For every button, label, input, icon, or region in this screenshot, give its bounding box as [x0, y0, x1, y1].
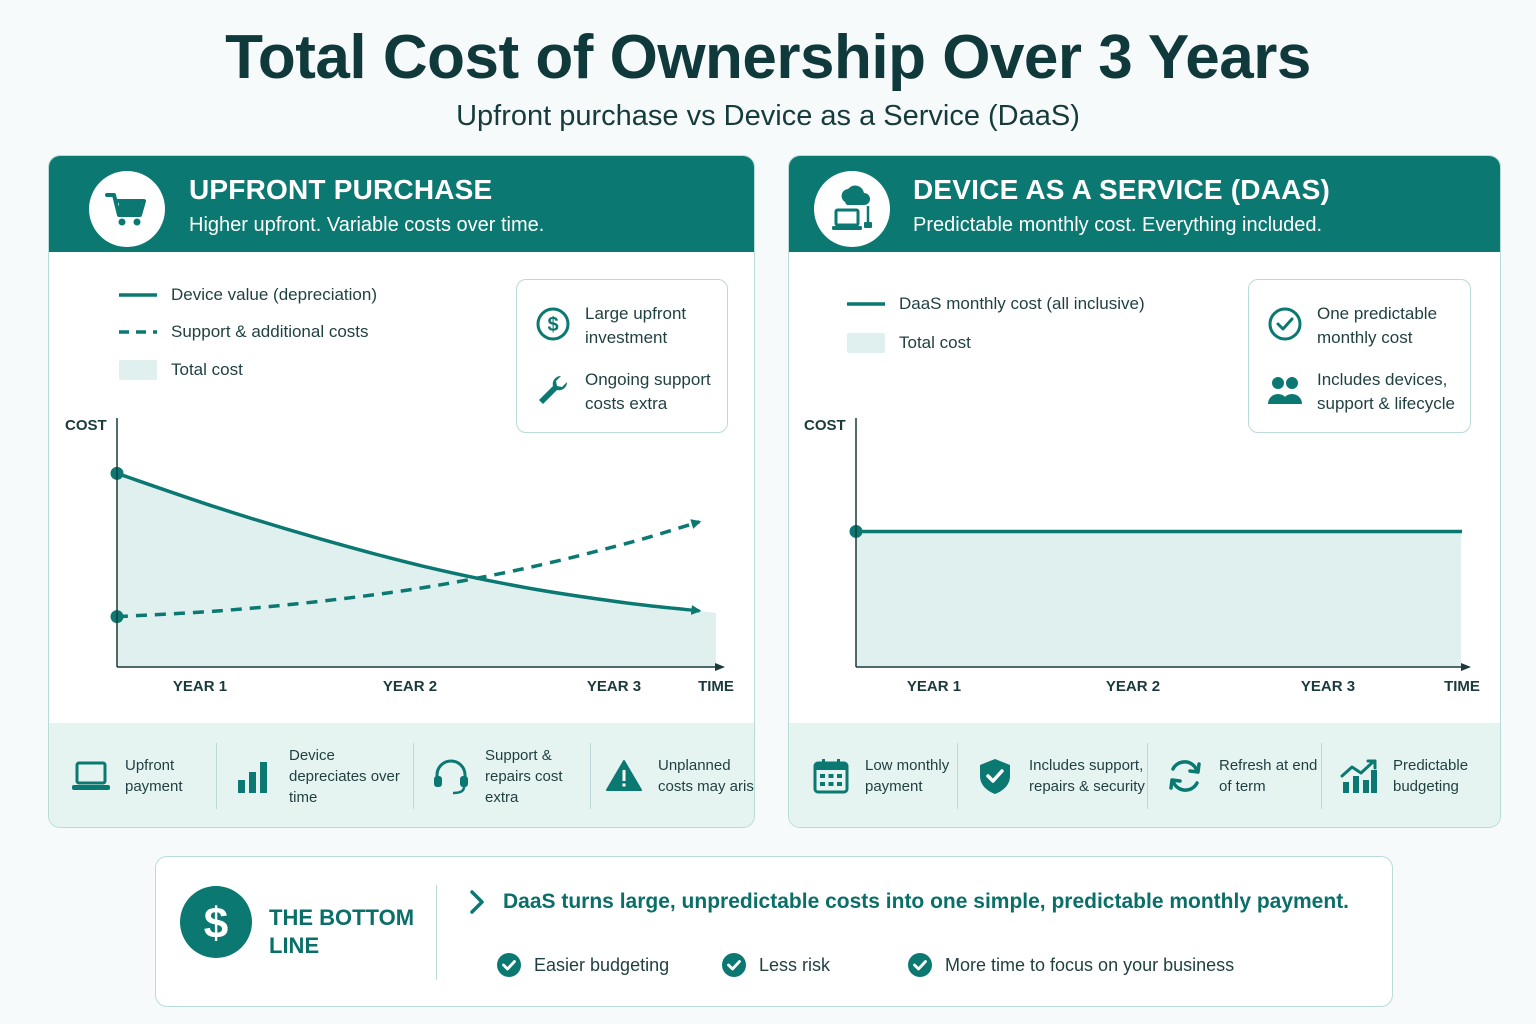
- feature-upfront-payment: Upfront payment: [71, 723, 195, 827]
- info-text: Ongoing support costs extra: [585, 370, 711, 413]
- bar-chart-icon: [238, 762, 267, 793]
- feature-strip: Upfront payment Device depreciates over …: [49, 723, 755, 827]
- panel-header: DEVICE AS A SERVICE (DAAS) Predictable m…: [789, 156, 1500, 252]
- info-predictable: One predictable monthly cost: [1267, 302, 1457, 350]
- chevron-right-icon: [470, 890, 484, 914]
- x-axis-label: TIME: [1444, 678, 1480, 695]
- check-circle-icon: [908, 953, 932, 977]
- feature-includes-support: Includes support, repairs & security: [975, 723, 1149, 827]
- total-cost-area: [856, 531, 1461, 667]
- info-text: Large upfront investment: [585, 304, 687, 347]
- legend-label: Device value (depreciation): [171, 285, 377, 304]
- dollar-icon: $: [180, 886, 252, 958]
- check-text: More time to focus on your business: [945, 954, 1235, 975]
- legend-total: Total cost: [847, 333, 971, 353]
- check-less-risk: Less risk: [721, 952, 830, 978]
- total-cost-area: [117, 473, 716, 667]
- info-includes: Includes devices, support & lifecycle: [1267, 368, 1467, 416]
- info-upfront: $ Large upfront investment: [535, 302, 725, 350]
- check-circle-icon: [722, 953, 746, 977]
- upfront-purchase-panel: UPFRONT PURCHASE Higher upfront. Variabl…: [48, 155, 755, 828]
- daas-cost-chart: COST YEAR 1 YEAR 2 YEAR 3 TIME: [804, 417, 1480, 695]
- check-more-time: More time to focus on your business: [907, 952, 1234, 978]
- x-tick-label: YEAR 1: [907, 678, 961, 695]
- legend-label: Total cost: [899, 333, 971, 352]
- legend-label: Support & additional costs: [171, 322, 369, 341]
- feature-text: Predictable budgeting: [1393, 757, 1469, 795]
- legend-support: Support & additional costs: [119, 322, 369, 342]
- check-circle-icon: [497, 953, 521, 977]
- dollar-icon: $: [536, 307, 570, 341]
- info-support: Ongoing support costs extra: [535, 368, 725, 416]
- bottom-line-title: THE BOTTOM LINE: [269, 905, 415, 958]
- feature-refresh: Refresh at end of term: [1165, 723, 1319, 827]
- x-tick-label: YEAR 3: [1301, 678, 1355, 695]
- feature-text: Refresh at end of term: [1219, 757, 1318, 795]
- check-circle-icon: [1268, 307, 1302, 341]
- feature-depreciates: Device depreciates over time: [235, 723, 414, 827]
- feature-predictable-budgeting: Predictable budgeting: [1339, 723, 1483, 827]
- panel-subtitle: Predictable monthly cost. Everything inc…: [913, 214, 1323, 236]
- warning-icon: [606, 760, 642, 791]
- legend-depreciation: Device value (depreciation): [119, 285, 377, 305]
- feature-text: Includes support, repairs & security: [1029, 757, 1145, 795]
- feature-text: Low monthly payment: [865, 757, 950, 795]
- refresh-icon: [1169, 760, 1201, 792]
- panel-header: UPFRONT PURCHASE Higher upfront. Variabl…: [49, 156, 754, 252]
- feature-text: Device depreciates over time: [289, 746, 400, 806]
- svg-text:$: $: [204, 899, 228, 946]
- feature-text: Upfront payment: [125, 757, 183, 795]
- y-axis-label: COST: [804, 417, 846, 434]
- shield-check-icon: [980, 759, 1010, 794]
- check-text: Easier budgeting: [534, 954, 670, 975]
- laptop-icon: [72, 761, 110, 790]
- cloud-laptop-icon: [814, 171, 890, 247]
- feature-strip: Low monthly payment Includes support, re…: [789, 723, 1500, 827]
- check-easier-budgeting: Easier budgeting: [496, 952, 669, 978]
- bottom-line-message: DaaS turns large, unpredictable costs in…: [469, 889, 1349, 915]
- message-text: DaaS turns large, unpredictable costs in…: [503, 890, 1350, 913]
- headset-icon: [434, 759, 468, 795]
- feature-support-repairs: Support & repairs cost extra: [431, 723, 600, 827]
- daas-panel: DEVICE AS A SERVICE (DAAS) Predictable m…: [788, 155, 1501, 828]
- feature-text: Unplanned costs may arise: [658, 757, 755, 795]
- calendar-icon: [813, 759, 849, 794]
- page-subtitle: Upfront purchase vs Device as a Service …: [456, 100, 1080, 132]
- svg-text:$: $: [547, 314, 558, 336]
- x-axis-label: TIME: [698, 678, 734, 695]
- x-tick-label: YEAR 1: [173, 678, 227, 695]
- panel-title: UPFRONT PURCHASE: [189, 174, 493, 205]
- feature-low-monthly: Low monthly payment: [811, 723, 960, 827]
- people-icon: [1268, 377, 1302, 404]
- legend-total: Total cost: [119, 360, 243, 380]
- check-text: Less risk: [759, 954, 831, 975]
- feature-unplanned: Unplanned costs may arise: [604, 723, 755, 827]
- y-axis-label: COST: [65, 417, 107, 434]
- page-title: Total Cost of Ownership Over 3 Years: [225, 23, 1311, 92]
- bottom-line-box: $ THE BOTTOM LINE DaaS turns large, unpr…: [155, 856, 1393, 1007]
- panel-subtitle: Higher upfront. Variable costs over time…: [189, 214, 545, 236]
- panel-title: DEVICE AS A SERVICE (DAAS): [913, 174, 1330, 205]
- series-line-0: [116, 471, 702, 615]
- x-tick-label: YEAR 2: [1106, 678, 1160, 695]
- upfront-cost-chart: COST YEAR 1 YEAR 2 YEAR 3 TIME: [65, 417, 734, 695]
- info-box: $ Large upfront investment Ongoing suppo…: [516, 279, 728, 433]
- series-line-1: [116, 519, 702, 619]
- feature-text: Support & repairs cost extra: [485, 746, 563, 806]
- info-text: One predictable monthly cost: [1317, 304, 1438, 347]
- legend-daas-cost: DaaS monthly cost (all inclusive): [847, 294, 1145, 314]
- legend-label: DaaS monthly cost (all inclusive): [899, 294, 1145, 313]
- shopping-cart-icon: [89, 171, 165, 247]
- wrench-icon: [539, 375, 568, 404]
- x-tick-label: YEAR 3: [587, 678, 641, 695]
- info-text: Includes devices, support & lifecycle: [1317, 370, 1455, 413]
- info-box: One predictable monthly cost Includes de…: [1248, 279, 1471, 433]
- legend-label: Total cost: [171, 360, 243, 379]
- trend-chart-icon: [1340, 759, 1377, 793]
- x-tick-label: YEAR 2: [383, 678, 437, 695]
